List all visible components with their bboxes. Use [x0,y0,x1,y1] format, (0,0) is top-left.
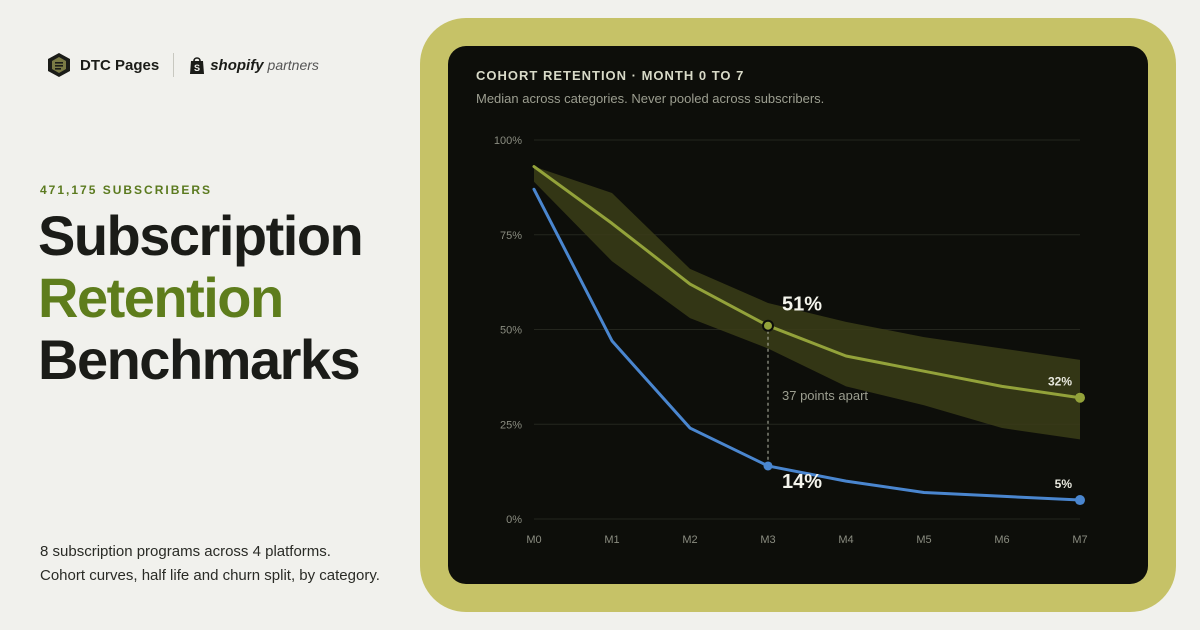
x-tick-label: M7 [1072,534,1087,546]
dtc-pages-logo-icon [48,53,70,77]
summary-line-2: Cohort curves, half life and churn split… [40,567,380,584]
svg-text:S: S [194,63,200,73]
median-m3-label: 51% [782,294,822,316]
brand-name: DTC Pages [80,56,160,74]
x-tick-label: M6 [994,534,1009,546]
brand-divider [173,53,175,77]
title-line-1: Subscription [38,204,364,267]
shopify-partners-badge[interactable]: S shopify partners [188,55,319,75]
x-tick-label: M5 [916,534,931,546]
pooled-m7-label: 5% [1055,477,1073,491]
median-m7-point [1075,392,1085,403]
pooled-m7-point [1075,495,1085,506]
y-tick-label: 25% [500,419,522,431]
pooled-series-line [532,187,1082,502]
partner-light: partners [267,57,319,73]
interquartile-band [534,166,1080,440]
subscriber-count: 471,175 SUBSCRIBERS [40,183,213,197]
chart-card: COHORT RETENTION · MONTH 0 TO 7 Median a… [448,46,1148,584]
title-line-2: Retention [38,266,284,329]
median-series-line [532,165,1082,400]
pooled-m3-label: 14% [782,471,822,493]
dtc-pages-brand[interactable]: DTC Pages [46,52,159,78]
brand-bar: DTC Pages S shopify partners [46,52,319,78]
title-line-3: Benchmarks [38,328,361,391]
x-tick-label: M4 [838,534,853,546]
partner-strong: shopify [210,56,264,74]
gap-label: 37 points apart [782,388,868,403]
shopify-bag-icon: S [190,57,205,74]
page-title: Subscription Retention Benchmarks [38,204,364,391]
x-tick-label: M0 [526,534,541,546]
y-tick-label: 0% [506,514,522,526]
median-m3-point [762,319,774,332]
x-tick-label: M3 [760,534,775,546]
y-tick-label: 50% [500,325,522,337]
chart-subtitle: Median across categories. Never pooled a… [476,91,825,106]
y-tick-label: 100% [494,135,522,147]
chart-title: COHORT RETENTION · MONTH 0 TO 7 [476,68,745,83]
summary-line-1: 8 subscription programs across 4 platfor… [40,543,331,560]
x-tick-label: M2 [682,534,697,546]
y-tick-label: 75% [500,230,522,242]
x-tick-label: M1 [604,534,619,546]
pooled-m3-point [763,461,773,471]
median-m7-label: 32% [1048,375,1072,389]
retention-chart: 100% 75% 50% 25% 0% M0 M1 M2 M3 M4 M5 M6 M7 51% 14% 37 … [494,135,1088,546]
summary-text: 8 subscription programs across 4 platfor… [40,540,380,588]
